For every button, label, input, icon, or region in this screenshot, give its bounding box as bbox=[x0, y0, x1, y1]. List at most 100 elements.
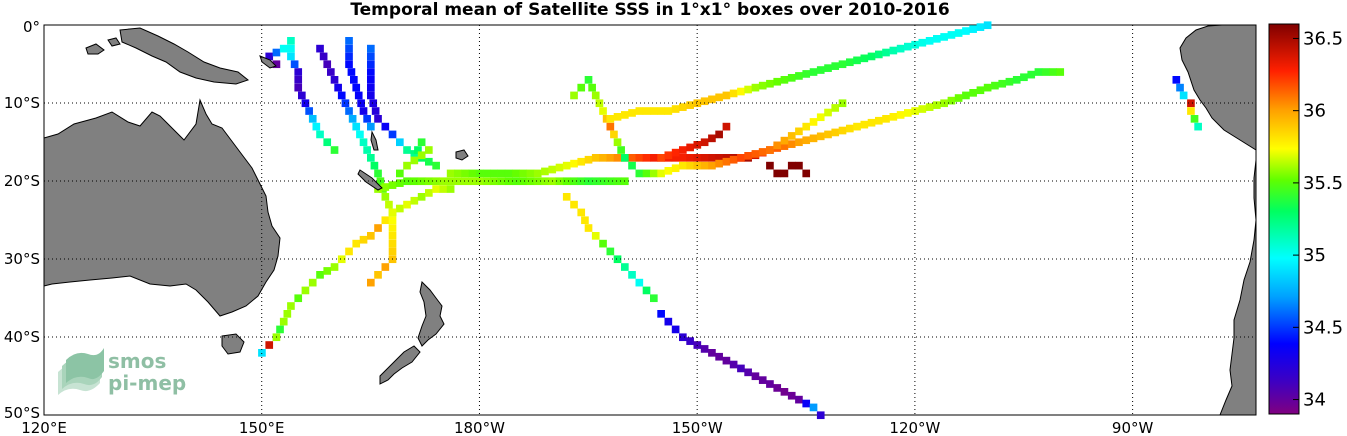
sss-cell bbox=[737, 364, 745, 373]
sss-cell bbox=[363, 115, 371, 123]
sss-cell bbox=[606, 122, 615, 131]
sss-cell bbox=[367, 83, 375, 92]
sss-cell bbox=[679, 103, 687, 111]
sss-cell bbox=[388, 232, 397, 240]
sss-cell bbox=[780, 169, 789, 178]
sss-cell bbox=[305, 107, 313, 115]
sss-cell bbox=[555, 177, 564, 186]
sss-cell bbox=[969, 89, 977, 97]
sss-cell bbox=[766, 146, 774, 154]
colorbar-tick-label: 35 bbox=[1303, 245, 1326, 266]
sss-cell bbox=[795, 72, 803, 80]
sss-cell bbox=[548, 165, 557, 174]
sss-cell bbox=[369, 99, 378, 108]
sss-cell bbox=[370, 161, 379, 170]
sss-cell bbox=[345, 52, 353, 61]
sss-cell bbox=[904, 42, 912, 51]
sss-cell bbox=[671, 164, 680, 173]
sss-cell bbox=[410, 156, 419, 165]
sss-cell bbox=[570, 159, 578, 168]
sss-cell bbox=[940, 33, 948, 41]
sss-cell bbox=[671, 154, 680, 162]
sss-cell bbox=[621, 154, 629, 162]
sss-cell bbox=[650, 169, 658, 178]
sss-cell bbox=[729, 360, 738, 369]
sss-cell bbox=[319, 52, 328, 61]
sss-cell bbox=[773, 141, 782, 150]
sss-cell bbox=[700, 161, 709, 170]
sss-cell bbox=[316, 44, 324, 53]
sss-cell bbox=[381, 216, 390, 225]
sss-cell bbox=[577, 177, 586, 186]
sss-cell bbox=[599, 107, 607, 115]
sss-cell bbox=[483, 169, 491, 178]
sss-cell bbox=[751, 150, 760, 158]
sss-cell bbox=[323, 138, 332, 147]
sss-cell bbox=[584, 76, 593, 84]
sss-cell bbox=[359, 235, 368, 244]
sss-cell bbox=[686, 101, 694, 109]
sss-cell bbox=[446, 177, 455, 186]
sss-cell bbox=[722, 157, 731, 166]
sss-cell bbox=[642, 286, 651, 295]
sss-cell bbox=[432, 161, 440, 170]
sss-cell bbox=[613, 154, 622, 162]
sss-cell bbox=[439, 177, 448, 186]
sss-cell bbox=[729, 155, 738, 164]
sss-cell bbox=[272, 60, 281, 69]
sss-cell bbox=[838, 60, 847, 69]
sss-cell bbox=[562, 193, 571, 201]
sss-cell bbox=[1027, 70, 1036, 79]
sss-cell bbox=[671, 325, 680, 334]
y-tick-label: 20°S bbox=[4, 172, 40, 190]
sss-cell bbox=[809, 134, 818, 143]
sss-cell bbox=[802, 122, 811, 131]
logo-text-pi-mep: pi-mep bbox=[108, 371, 186, 395]
sss-cell bbox=[417, 138, 426, 147]
sss-cell bbox=[526, 177, 535, 186]
sss-cell bbox=[729, 89, 738, 98]
sss-cell bbox=[795, 395, 803, 404]
bismarck-islands bbox=[85, 43, 105, 55]
sss-cell bbox=[287, 52, 295, 61]
sss-cell bbox=[367, 154, 375, 162]
sss-cell bbox=[896, 111, 905, 119]
sss-cell bbox=[588, 83, 596, 92]
sss-cell bbox=[867, 118, 876, 127]
sss-cell bbox=[642, 154, 651, 162]
sss-cell bbox=[396, 179, 404, 187]
sss-cell bbox=[591, 91, 600, 100]
sss-cell bbox=[679, 333, 687, 342]
sss-cell bbox=[1005, 77, 1014, 86]
sss-cell bbox=[367, 278, 375, 287]
sss-cell bbox=[795, 138, 803, 147]
sss-cell bbox=[403, 200, 411, 209]
x-tick-label: 180°W bbox=[454, 419, 505, 436]
sss-cell bbox=[526, 169, 535, 178]
sss-cell bbox=[846, 58, 854, 67]
sss-cell bbox=[991, 81, 999, 90]
fiji-islands bbox=[455, 149, 469, 161]
sss-cell bbox=[432, 185, 440, 193]
sss-cell bbox=[352, 83, 361, 92]
sss-cell bbox=[345, 107, 353, 115]
sss-cell bbox=[341, 99, 350, 108]
sss-cell bbox=[1190, 115, 1199, 123]
sss-cell bbox=[388, 181, 397, 189]
sss-cell bbox=[896, 44, 905, 53]
sss-cell bbox=[294, 76, 303, 84]
sss-cell bbox=[650, 107, 658, 115]
sss-cell bbox=[824, 108, 832, 117]
sss-cell bbox=[875, 50, 883, 59]
sss-cell bbox=[635, 278, 644, 287]
sss-cell bbox=[425, 157, 433, 166]
sss-cell bbox=[287, 44, 295, 53]
sss-cell bbox=[374, 271, 382, 279]
sss-cell bbox=[591, 177, 600, 186]
sss-cell bbox=[454, 177, 462, 186]
sss-cell bbox=[628, 271, 636, 279]
sss-cell bbox=[417, 193, 426, 201]
sss-cell bbox=[312, 122, 321, 131]
sss-cell bbox=[258, 349, 266, 357]
sss-cell bbox=[671, 105, 680, 113]
